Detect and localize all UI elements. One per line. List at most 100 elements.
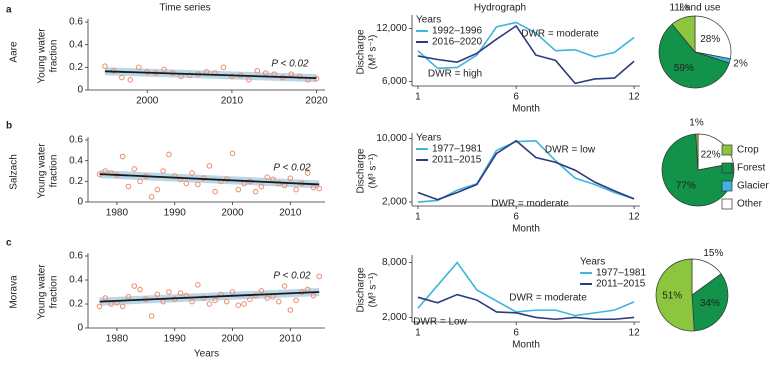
data-point [264, 295, 270, 301]
annotation: DWR = moderate [509, 293, 587, 304]
y-tick-label: 0.2 [69, 62, 83, 73]
series-line [417, 21, 635, 70]
y-tick-label: 0.6 [69, 135, 83, 146]
row-label: Aare [9, 41, 20, 63]
data-point [166, 289, 172, 295]
data-point [293, 186, 299, 193]
legend-label: Forest [737, 163, 766, 174]
data-point [131, 166, 138, 172]
x-tick-label: 2000 [136, 96, 159, 107]
y-axis-label: Discharge [356, 29, 367, 74]
legend-title: Years [580, 257, 605, 268]
row-label: Salzach [9, 154, 20, 190]
y-tick-label: 2,000 [382, 312, 407, 323]
data-point [212, 188, 218, 195]
data-point [275, 298, 282, 305]
trend-line [104, 70, 317, 79]
x-tick-label: 2010 [279, 334, 302, 345]
data-point [220, 64, 227, 71]
annotation: DWR = moderate [491, 199, 569, 210]
x-axis-label: Years [194, 349, 219, 360]
y-tick-label: 0 [77, 197, 83, 208]
data-point [125, 183, 132, 190]
legend-label: 1977–1981 [432, 144, 482, 155]
data-point [262, 70, 269, 76]
data-point [137, 178, 143, 185]
y-tick-label: 6,000 [382, 76, 407, 87]
data-point [160, 168, 166, 174]
data-point [223, 298, 230, 305]
data-point [119, 303, 126, 310]
annotation: DWR = Low [413, 317, 467, 328]
y-axis-label: fraction [49, 40, 60, 73]
trend-line [99, 173, 320, 186]
x-tick-label: 6 [513, 212, 519, 223]
data-point [186, 72, 193, 79]
data-point [183, 180, 190, 187]
y-tick-label: 0.4 [69, 39, 83, 50]
x-tick-label: 12 [629, 92, 641, 103]
data-point [310, 184, 317, 191]
data-point [135, 64, 142, 71]
y-axis-label: (M³ s⁻¹) [368, 273, 379, 308]
legend-swatch [721, 198, 733, 210]
data-point [229, 289, 236, 295]
data-point [281, 283, 288, 289]
data-point [229, 150, 236, 157]
series-line [417, 261, 635, 317]
y-axis-label: fraction [49, 155, 60, 188]
y-axis-label: Young water [37, 264, 48, 320]
x-tick-label: 1990 [164, 334, 187, 345]
legend-label: Crop [737, 145, 759, 156]
pie-label: 51% [662, 290, 682, 301]
x-tick-label: 12 [629, 212, 641, 223]
legend-label: 2011–2015 [432, 155, 482, 166]
pie-label: 34% [700, 298, 720, 309]
annotation: DWR = low [545, 145, 596, 156]
x-tick-label: 6 [513, 92, 519, 103]
x-tick-label: 2010 [279, 208, 302, 219]
y-tick-label: 0.6 [69, 17, 83, 28]
legend-swatch [721, 162, 733, 174]
data-point [166, 151, 172, 158]
data-point [127, 77, 134, 83]
pie-slice [655, 258, 695, 332]
data-point [131, 283, 138, 289]
data-point [316, 185, 323, 192]
data-point [137, 286, 143, 293]
data-point [189, 170, 195, 176]
data-point [254, 67, 261, 74]
pie-label: 28% [700, 34, 720, 45]
y-axis-label: Discharge [356, 267, 367, 312]
y-tick-label: 0.2 [69, 299, 83, 310]
data-point [264, 174, 270, 180]
column-title: Time series [159, 3, 210, 14]
data-point [102, 168, 109, 174]
y-axis-label: fraction [49, 276, 60, 309]
panel-letter: c [6, 238, 12, 249]
data-point [154, 291, 161, 298]
x-tick-label: 2000 [221, 334, 244, 345]
data-point [125, 294, 132, 300]
data-point [206, 301, 213, 307]
p-value: P < 0.02 [273, 163, 311, 174]
x-tick-label: 1 [415, 212, 421, 223]
annotation: DWR = moderate [521, 29, 599, 40]
data-point [189, 298, 195, 305]
pie-slice [697, 133, 734, 171]
series-line [417, 24, 635, 85]
x-tick-label: 1 [415, 92, 421, 103]
x-tick-label: 1 [415, 328, 421, 339]
pie-label: 59% [674, 63, 694, 74]
pie-label: 2% [733, 58, 748, 69]
x-tick-label: 2010 [221, 96, 244, 107]
y-tick-label: 0.4 [69, 155, 83, 166]
panel-letter: b [6, 121, 12, 132]
pie-label: 22% [701, 149, 721, 160]
legend-swatch [721, 144, 733, 156]
legend-label: 2016–2020 [432, 37, 482, 48]
y-tick-label: 8,000 [382, 257, 407, 268]
data-point [246, 77, 252, 83]
legend-label: Other [737, 199, 763, 210]
